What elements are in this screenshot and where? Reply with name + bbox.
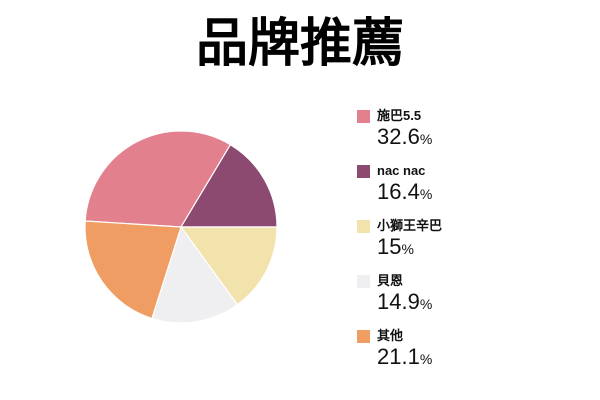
pie-chart (84, 130, 278, 324)
legend-value-number: 14.9 (377, 289, 420, 315)
legend-item: nac nac 16.4% (357, 163, 442, 203)
pie-slice (84, 220, 182, 320)
legend-swatch (357, 329, 370, 343)
legend-head: 貝恩 (357, 273, 442, 289)
legend: 施巴5.5 32.6% nac nac 16.4% 小獅王辛巴 15% 貝恩 1… (357, 108, 442, 368)
pie-slice (180, 144, 278, 228)
pie-slice (84, 130, 231, 228)
legend-head: 其他 (357, 328, 442, 344)
legend-value-number: 15 (377, 234, 402, 260)
legend-value-number: 21.1 (377, 344, 420, 370)
legend-label: 施巴5.5 (377, 108, 422, 123)
legend-swatch (357, 219, 370, 233)
pie-slice (180, 226, 278, 306)
legend-swatch (357, 164, 370, 178)
legend-item: 施巴5.5 32.6% (357, 108, 442, 148)
legend-item: 其他 21.1% (357, 328, 442, 368)
legend-value-unit: % (419, 131, 433, 147)
legend-head: nac nac (357, 163, 442, 179)
pie-slice (151, 226, 239, 324)
legend-value-number: 32.6 (377, 124, 420, 149)
legend-head: 小獅王辛巴 (357, 218, 442, 234)
legend-label: 其他 (377, 328, 404, 344)
legend-label: 貝恩 (377, 273, 404, 289)
legend-item: 貝恩 14.9% (357, 273, 442, 313)
chart-title: 品牌推薦 (195, 16, 404, 73)
legend-value-unit: % (419, 351, 433, 368)
legend-value-number: 16.4 (377, 179, 420, 205)
legend-item: 小獅王辛巴 15% (357, 218, 442, 258)
legend-value: 16.4% (377, 180, 442, 203)
legend-label: 小獅王辛巴 (377, 218, 443, 234)
legend-value-unit: % (419, 296, 433, 313)
legend-value-unit: % (419, 186, 433, 203)
legend-swatch (357, 109, 370, 123)
legend-swatch (357, 274, 370, 288)
legend-value: 21.1% (377, 345, 442, 368)
legend-label: nac nac (377, 163, 426, 179)
legend-value: 32.6% (377, 125, 442, 148)
legend-value: 14.9% (377, 290, 442, 313)
legend-value-unit: % (401, 241, 414, 258)
legend-head: 施巴5.5 (357, 108, 442, 124)
legend-value: 15% (377, 235, 442, 258)
